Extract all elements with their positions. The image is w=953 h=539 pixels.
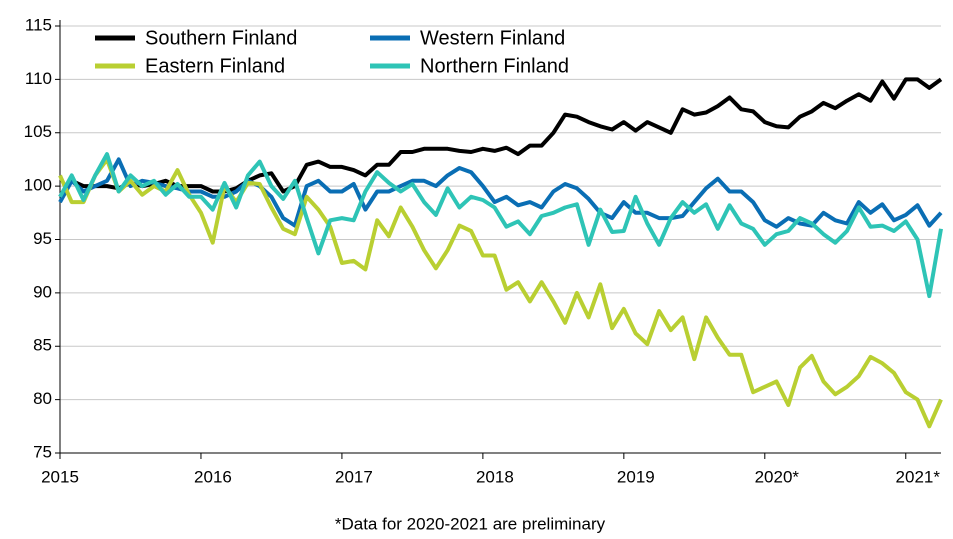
- x-tick-label: 2017: [335, 467, 373, 486]
- series-line: [58, 157, 943, 429]
- x-tick-label: 2016: [194, 467, 232, 486]
- y-tick-label: 75: [33, 442, 52, 461]
- y-tick-label: 85: [33, 336, 52, 355]
- y-tick-label: 90: [33, 282, 52, 301]
- y-tick-label: 95: [33, 229, 52, 248]
- y-tick-label: 105: [24, 122, 52, 141]
- x-tick-label: 2019: [617, 467, 655, 486]
- series-line: [58, 77, 943, 198]
- x-tick-label: 2020*: [755, 467, 800, 486]
- y-tick-label: 80: [33, 389, 52, 408]
- y-tick-label: 100: [24, 176, 52, 195]
- legend-label: Southern Finland: [145, 27, 297, 49]
- x-tick-label: 2015: [41, 467, 79, 486]
- y-tick-label: 110: [25, 69, 52, 88]
- legend-label: Northern Finland: [420, 55, 569, 77]
- legend-label: Western Finland: [420, 27, 565, 49]
- x-tick-label: 2018: [476, 467, 514, 486]
- legend-label: Eastern Finland: [145, 55, 285, 77]
- y-tick-label: 115: [25, 15, 52, 34]
- x-tick-label: 2021*: [896, 467, 941, 486]
- series-line: [58, 157, 943, 229]
- footnote: *Data for 2020-2021 are preliminary: [335, 514, 606, 533]
- series-line: [58, 152, 943, 299]
